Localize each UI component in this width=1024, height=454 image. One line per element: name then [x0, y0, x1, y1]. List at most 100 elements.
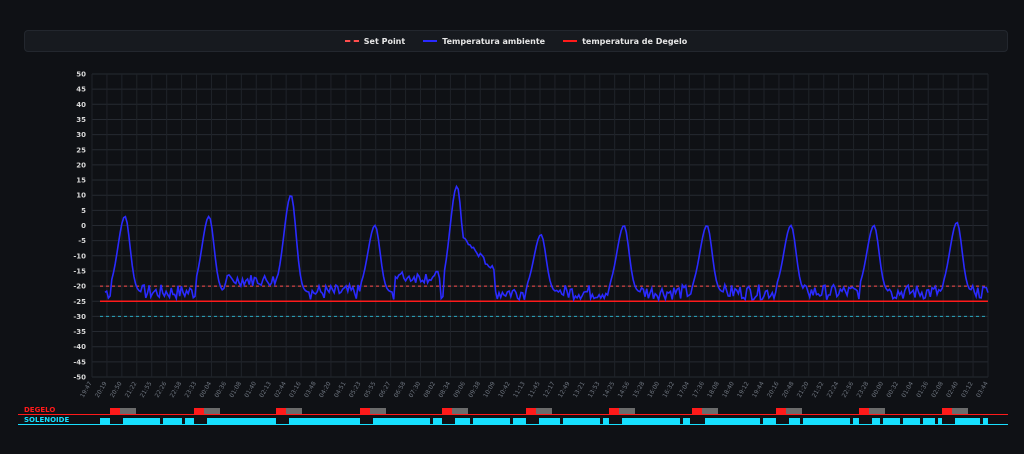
- x-tick-label: 03:16: [288, 380, 303, 399]
- x-tick-label: 09:06: [452, 380, 467, 399]
- y-tick-label: -25: [73, 298, 86, 306]
- x-tick-label: 12:17: [542, 380, 557, 399]
- x-tick-label: 04:20: [318, 380, 333, 399]
- legend-label-temperatura-degelo: temperatura de Degelo: [582, 36, 688, 46]
- x-tick-label: 16:00: [646, 380, 661, 399]
- x-tick-label: 21:52: [811, 380, 826, 399]
- degelo-drip-block: [952, 408, 968, 414]
- x-tick-label: 08:34: [437, 380, 452, 399]
- solenoide-on-block: [622, 418, 680, 424]
- x-tick-label: 01:40: [243, 380, 258, 399]
- degelo-drip-block: [536, 408, 552, 414]
- solenoide-on-block: [903, 418, 920, 424]
- solenoide-on-block: [789, 418, 800, 424]
- solenoide-on-block: [872, 418, 880, 424]
- solenoide-on-block: [883, 418, 900, 424]
- degelo-drip-block: [204, 408, 220, 414]
- y-tick-label: 40: [76, 101, 86, 109]
- y-tick-label: 50: [76, 71, 86, 79]
- x-tick-label: 20:50: [109, 380, 124, 399]
- x-tick-label: 12:49: [557, 380, 572, 399]
- x-tick-label: 21:55: [139, 380, 154, 399]
- y-tick-label: 35: [76, 116, 86, 124]
- y-tick-label: -50: [73, 374, 86, 382]
- x-tick-label: 20:48: [781, 380, 796, 399]
- degelo-active-block: [526, 408, 536, 414]
- x-tick-label: 07:30: [408, 380, 423, 399]
- legend-swatch-temperatura-degelo: [563, 40, 578, 42]
- x-tick-label: 18:40: [721, 380, 736, 399]
- y-axis-ticks: 50454035302520151050-5-10-15-20-25-30-35…: [73, 71, 86, 382]
- legend-item-temperatura-degelo[interactable]: temperatura de Degelo: [563, 37, 687, 46]
- grid-layer: [91, 73, 989, 378]
- series-layer: [104, 184, 989, 303]
- legend-bar: Set Point Temperatura ambiente temperatu…: [24, 30, 1008, 52]
- x-tick-label: 09:38: [467, 380, 482, 399]
- degelo-active-block: [360, 408, 370, 414]
- x-tick-label: 19:47: [79, 380, 94, 399]
- x-tick-label: 03:48: [303, 380, 318, 399]
- y-tick-label: 0: [81, 222, 86, 230]
- solenoide-on-block: [683, 418, 690, 424]
- solenoide-on-block: [763, 418, 776, 424]
- x-tick-label: 19:12: [736, 380, 751, 399]
- legend-item-set-point[interactable]: Set Point: [344, 36, 406, 46]
- x-tick-label: 08:02: [422, 380, 437, 399]
- x-tick-label: 02:44: [273, 380, 288, 399]
- solenoide-on-block: [289, 418, 360, 424]
- x-tick-label: 00:36: [213, 380, 228, 399]
- y-tick-label: -45: [73, 358, 86, 366]
- legend-label-set-point: Set Point: [363, 36, 406, 46]
- degelo-active-block: [692, 408, 702, 414]
- solenoide-on-block: [983, 418, 988, 424]
- x-tick-label: 21:20: [796, 380, 811, 399]
- x-tick-label: 19:44: [751, 380, 766, 399]
- y-tick-label: 20: [76, 161, 86, 169]
- solenoide-on-block: [473, 418, 510, 424]
- solenoide-on-block: [433, 418, 442, 424]
- x-tick-label: 18:08: [706, 380, 721, 399]
- legend-item-temperatura-ambiente[interactable]: Temperatura ambiente: [423, 37, 545, 46]
- y-tick-label: -20: [73, 283, 86, 291]
- x-tick-label: 16:32: [661, 380, 676, 399]
- degelo-drip-block: [452, 408, 468, 414]
- x-axis-ticks: 19:47 20:19 20:50 21:22 21:55 22:26 22:58 23:33…: [79, 380, 990, 399]
- x-tick-label: 01:04: [900, 380, 915, 399]
- solenoide-on-block: [539, 418, 560, 424]
- x-tick-label: 00:32: [885, 380, 900, 399]
- x-tick-label: 02:40: [945, 380, 960, 399]
- x-tick-label: 01:36: [915, 380, 930, 399]
- degelo-active-block: [442, 408, 452, 414]
- reference-lines: [100, 285, 988, 317]
- series-line-temperatura-ambiente: [104, 184, 989, 303]
- degelo-drip-block: [702, 408, 718, 414]
- x-tick-label: 06:58: [393, 380, 408, 399]
- y-tick-label: 10: [76, 192, 86, 200]
- solenoide-on-block: [455, 418, 470, 424]
- x-tick-label: 14:56: [617, 380, 632, 399]
- y-tick-label: -35: [73, 328, 86, 336]
- x-tick-label: 23:33: [184, 380, 199, 399]
- degelo-drip-block: [869, 408, 885, 414]
- x-tick-label: 22:24: [826, 380, 841, 399]
- y-tick-label: 5: [81, 207, 86, 215]
- x-tick-label: 02:08: [930, 380, 945, 399]
- x-tick-label: 01:08: [228, 380, 243, 399]
- x-tick-label: 11:13: [512, 380, 527, 399]
- x-tick-label: 20:16: [766, 380, 781, 399]
- x-tick-label: 03:12: [960, 380, 975, 399]
- y-tick-label: -30: [73, 313, 86, 321]
- solenoide-label: SOLENOIDE: [24, 416, 69, 424]
- y-tick-label: -15: [73, 267, 86, 275]
- solenoide-on-block: [185, 418, 194, 424]
- legend-swatch-set-point: [344, 40, 359, 42]
- y-tick-label: -10: [73, 252, 86, 260]
- solenoide-on-block: [705, 418, 760, 424]
- x-tick-label: 06:27: [378, 380, 393, 399]
- x-tick-label: 10:09: [482, 380, 497, 399]
- degelo-active-block: [110, 408, 120, 414]
- degelo-label: DEGELO: [24, 406, 55, 414]
- x-tick-label: 22:58: [169, 380, 184, 399]
- solenoide-on-block: [923, 418, 935, 424]
